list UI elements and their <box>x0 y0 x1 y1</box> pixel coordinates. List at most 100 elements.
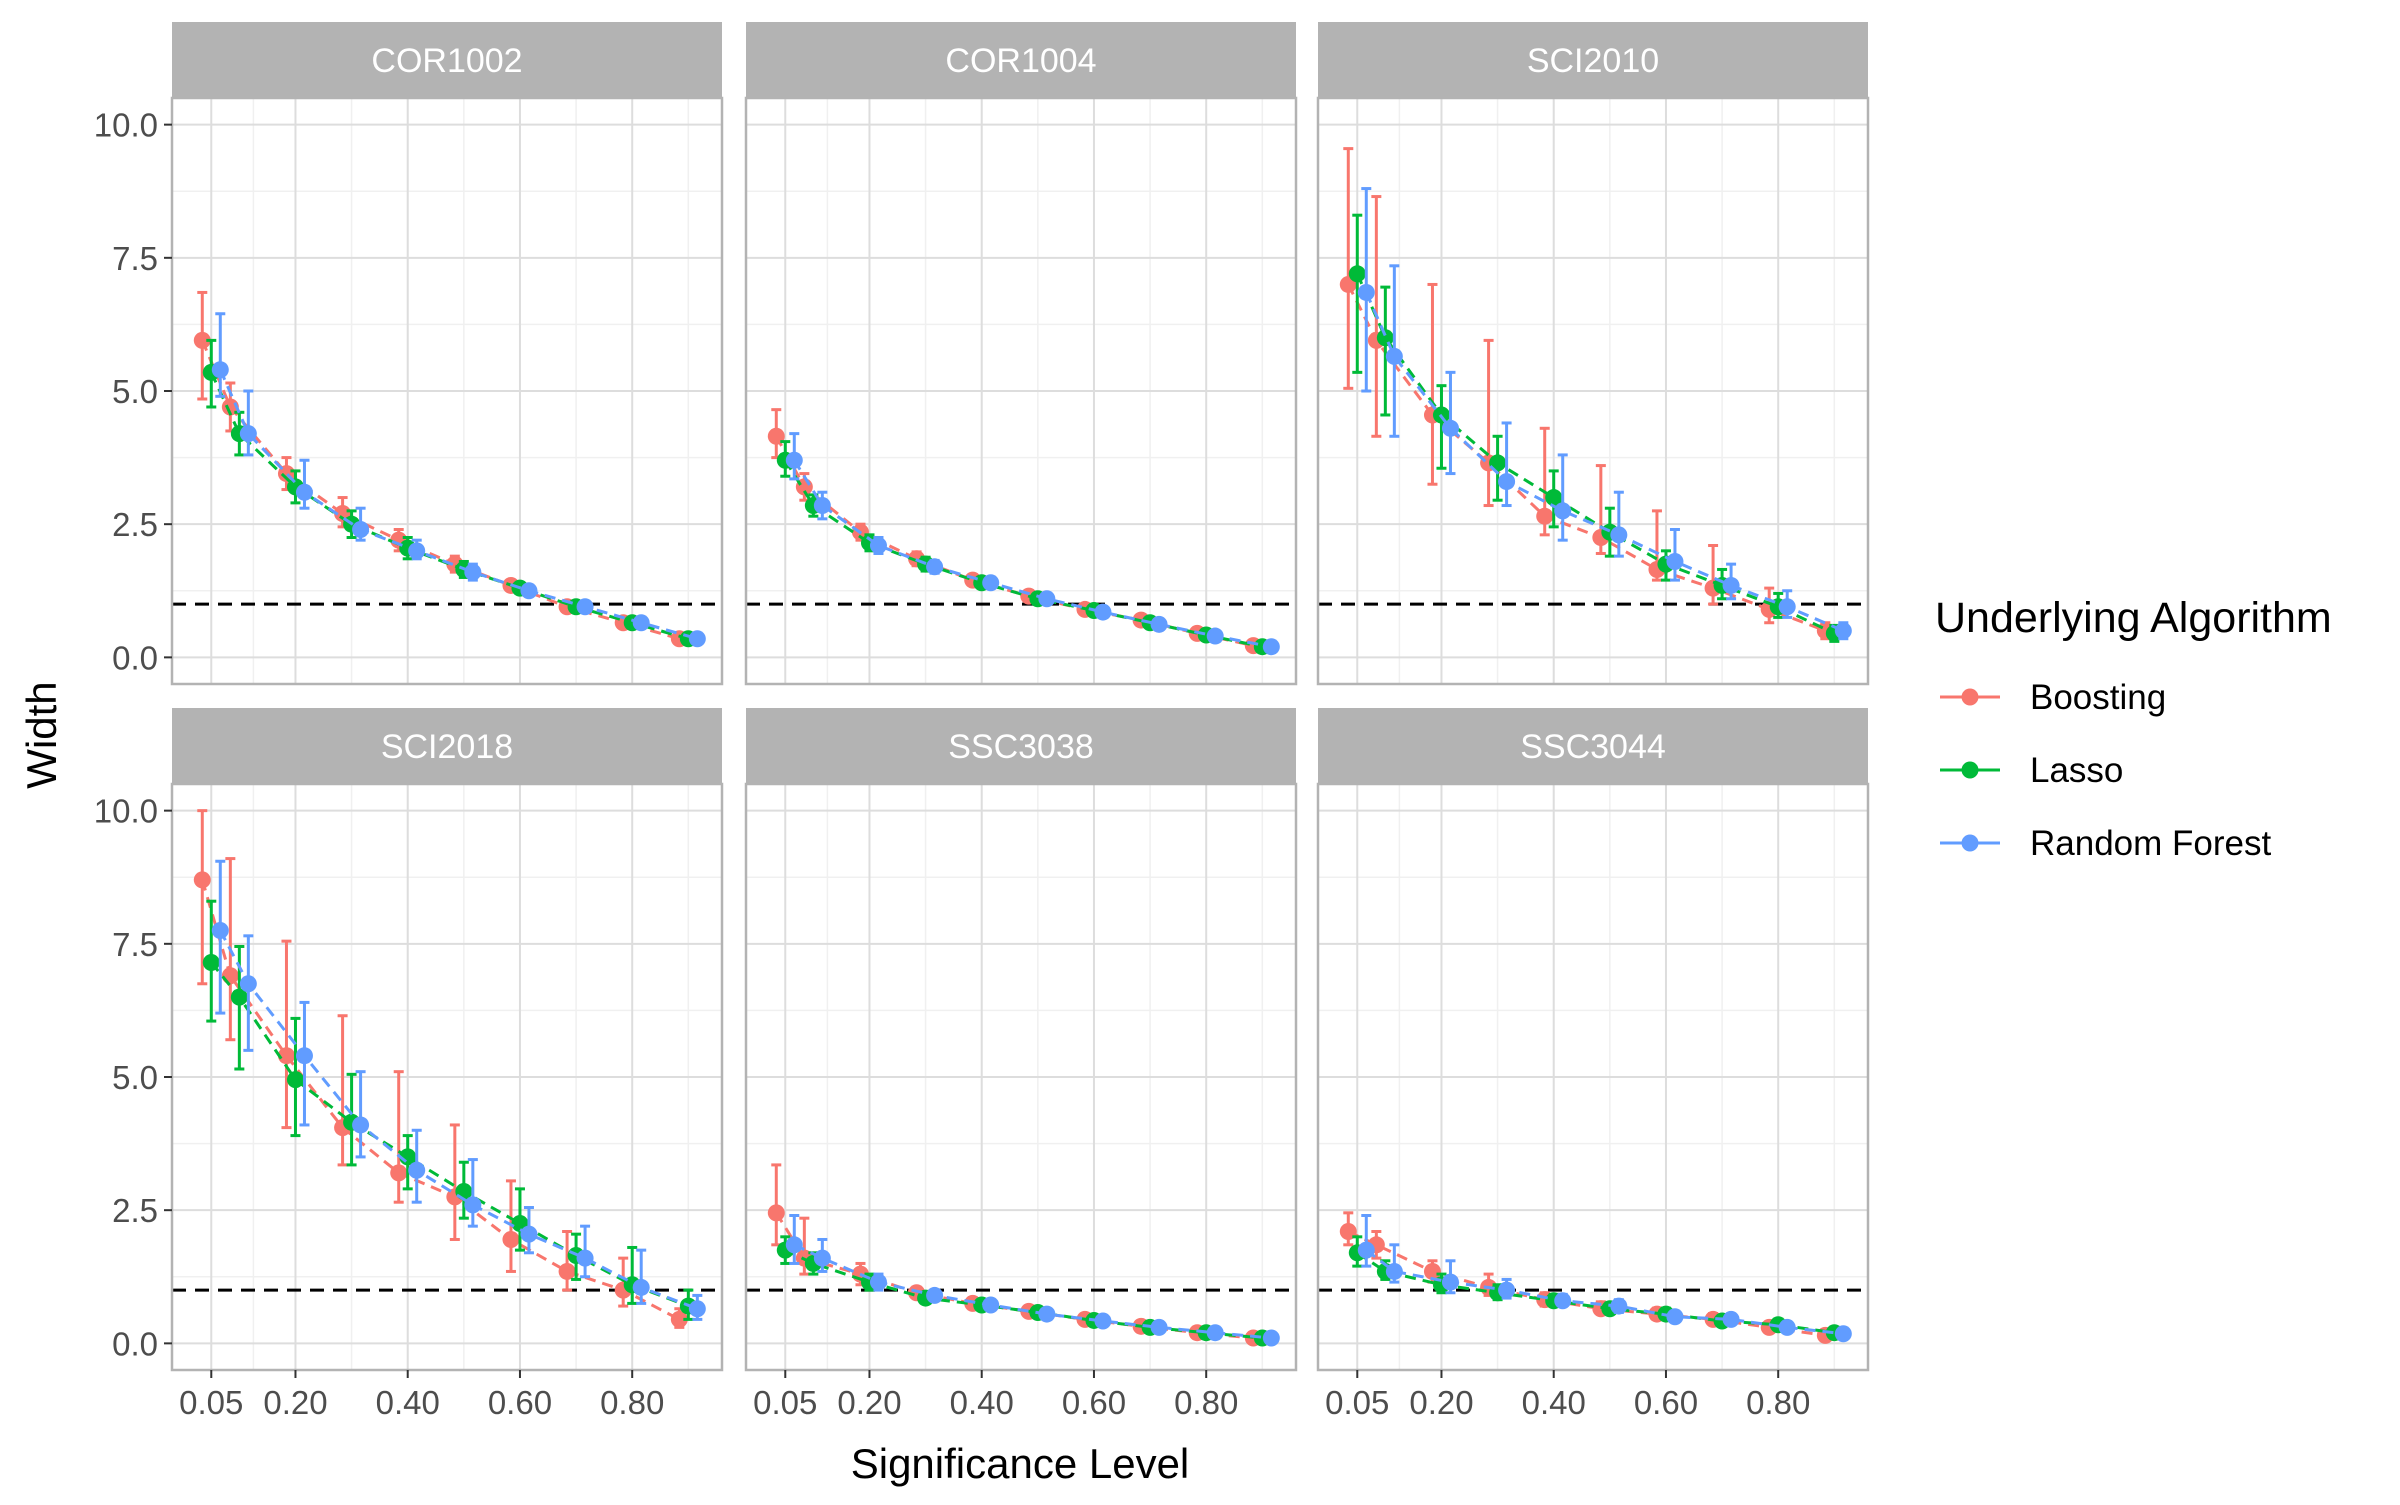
data-point <box>1385 1262 1403 1280</box>
data-point <box>1498 1281 1516 1299</box>
facet-strip-label: COR1002 <box>371 42 522 80</box>
facet-strip-label: SSC3044 <box>1520 728 1666 766</box>
series-line-lasso <box>1356 1251 1835 1335</box>
data-point <box>982 574 1000 592</box>
facet-panel-sci2018: SCI2018 0.0 2.5 5.0 7.5 10.0 0.05 0.20 0.40 0.60 0… <box>94 708 724 1421</box>
data-point <box>211 922 229 939</box>
data-point <box>576 1249 594 1267</box>
y-tick-label: 0.0 <box>112 1325 158 1362</box>
x-tick-label: 0.60 <box>488 1384 552 1421</box>
legend-label: Boosting <box>2030 678 2166 717</box>
data-point <box>202 953 220 971</box>
data-point <box>193 331 211 349</box>
data-point <box>408 1161 426 1179</box>
facet-strip <box>172 708 722 784</box>
data-point <box>576 598 594 616</box>
data-point <box>982 1296 1000 1314</box>
data-point <box>1376 329 1394 347</box>
series-line-random-forest <box>793 459 1272 649</box>
data-point <box>1385 347 1403 365</box>
data-point <box>1262 1329 1280 1347</box>
data-point <box>1441 419 1459 437</box>
series-line-random-forest <box>1365 1248 1844 1336</box>
data-point <box>869 1273 887 1291</box>
series-line-random-forest <box>1364 291 1844 633</box>
data-point <box>295 1047 313 1065</box>
facet-panel-cor1002: COR1002 0.0 2.5 5.0 7.5 10.0 <box>94 22 724 686</box>
facet-strip-label: SCI2010 <box>1527 42 1659 80</box>
data-point <box>1834 1325 1852 1343</box>
data-point <box>1150 615 1168 633</box>
data-point <box>1722 576 1740 594</box>
legend-key-point <box>1961 834 1979 852</box>
data-point <box>408 542 426 560</box>
data-point <box>1094 603 1112 621</box>
data-point <box>688 630 706 648</box>
data-point <box>464 563 482 581</box>
x-tick-label: 0.60 <box>1062 1384 1126 1421</box>
data-point <box>211 361 229 379</box>
data-point <box>464 1196 482 1214</box>
legend-label: Random Forest <box>2030 824 2271 863</box>
series-line-random-forest <box>218 929 698 1311</box>
series-line-random-forest <box>793 1243 1272 1340</box>
panel-border <box>1316 782 1870 1372</box>
data-point <box>926 1286 944 1304</box>
x-axis-title: Significance Level <box>851 1440 1190 1487</box>
series-line-boosting <box>200 879 681 1321</box>
legend: Underlying Algorithm Boosting Lasso Random … <box>1935 594 2332 863</box>
data-point <box>239 425 257 443</box>
data-point <box>520 582 538 600</box>
series-line-boosting <box>1346 283 1826 633</box>
data-point <box>785 1236 803 1254</box>
series-line-lasso <box>210 961 689 1308</box>
x-tick-label: 0.20 <box>837 1384 901 1421</box>
data-point <box>1150 1318 1168 1336</box>
data-point <box>632 1278 650 1296</box>
y-tick-label: 10.0 <box>94 107 158 144</box>
x-tick-label: 0.40 <box>376 1384 440 1421</box>
x-tick-label: 0.80 <box>600 1384 664 1421</box>
facet-strip <box>746 22 1296 98</box>
data-point <box>1094 1312 1112 1330</box>
x-tick-label: 0.80 <box>1746 1384 1810 1421</box>
data-point <box>1498 473 1516 491</box>
data-point <box>670 1310 688 1328</box>
series-line-lasso <box>1355 273 1835 635</box>
data-point <box>1357 1241 1375 1259</box>
facet-strip-label: COR1004 <box>945 42 1096 80</box>
data-point <box>785 451 803 469</box>
data-point <box>1357 283 1375 301</box>
x-tick-label: 0.40 <box>950 1384 1014 1421</box>
data-point <box>1536 507 1554 525</box>
facet-strip <box>172 22 722 98</box>
y-axis-title: Width <box>18 681 65 788</box>
data-point <box>632 614 650 632</box>
series-line-random-forest <box>218 369 698 641</box>
facet-strip <box>1318 708 1868 784</box>
data-point <box>1778 598 1796 616</box>
data-point <box>1038 1305 1056 1323</box>
facet-strip-label: SSC3038 <box>948 728 1094 766</box>
data-point <box>520 1225 538 1243</box>
data-point <box>295 483 313 501</box>
data-point <box>352 1116 370 1134</box>
facet-strip <box>1318 22 1868 98</box>
series-line-boosting <box>200 339 680 641</box>
data-point <box>1610 1297 1628 1315</box>
data-point <box>688 1300 706 1318</box>
data-point <box>277 1047 295 1065</box>
panel-border <box>1316 96 1870 686</box>
x-tick-label: 0.40 <box>1522 1384 1586 1421</box>
data-point <box>813 1249 831 1267</box>
panel-border <box>744 96 1298 686</box>
data-point <box>1348 265 1366 283</box>
data-point <box>1423 1262 1441 1280</box>
data-point <box>926 558 944 576</box>
facet-panel-cor1004: COR1004 <box>744 22 1298 686</box>
facet-strip <box>746 708 1296 784</box>
data-point <box>1610 526 1628 544</box>
x-tick-label: 0.60 <box>1634 1384 1698 1421</box>
